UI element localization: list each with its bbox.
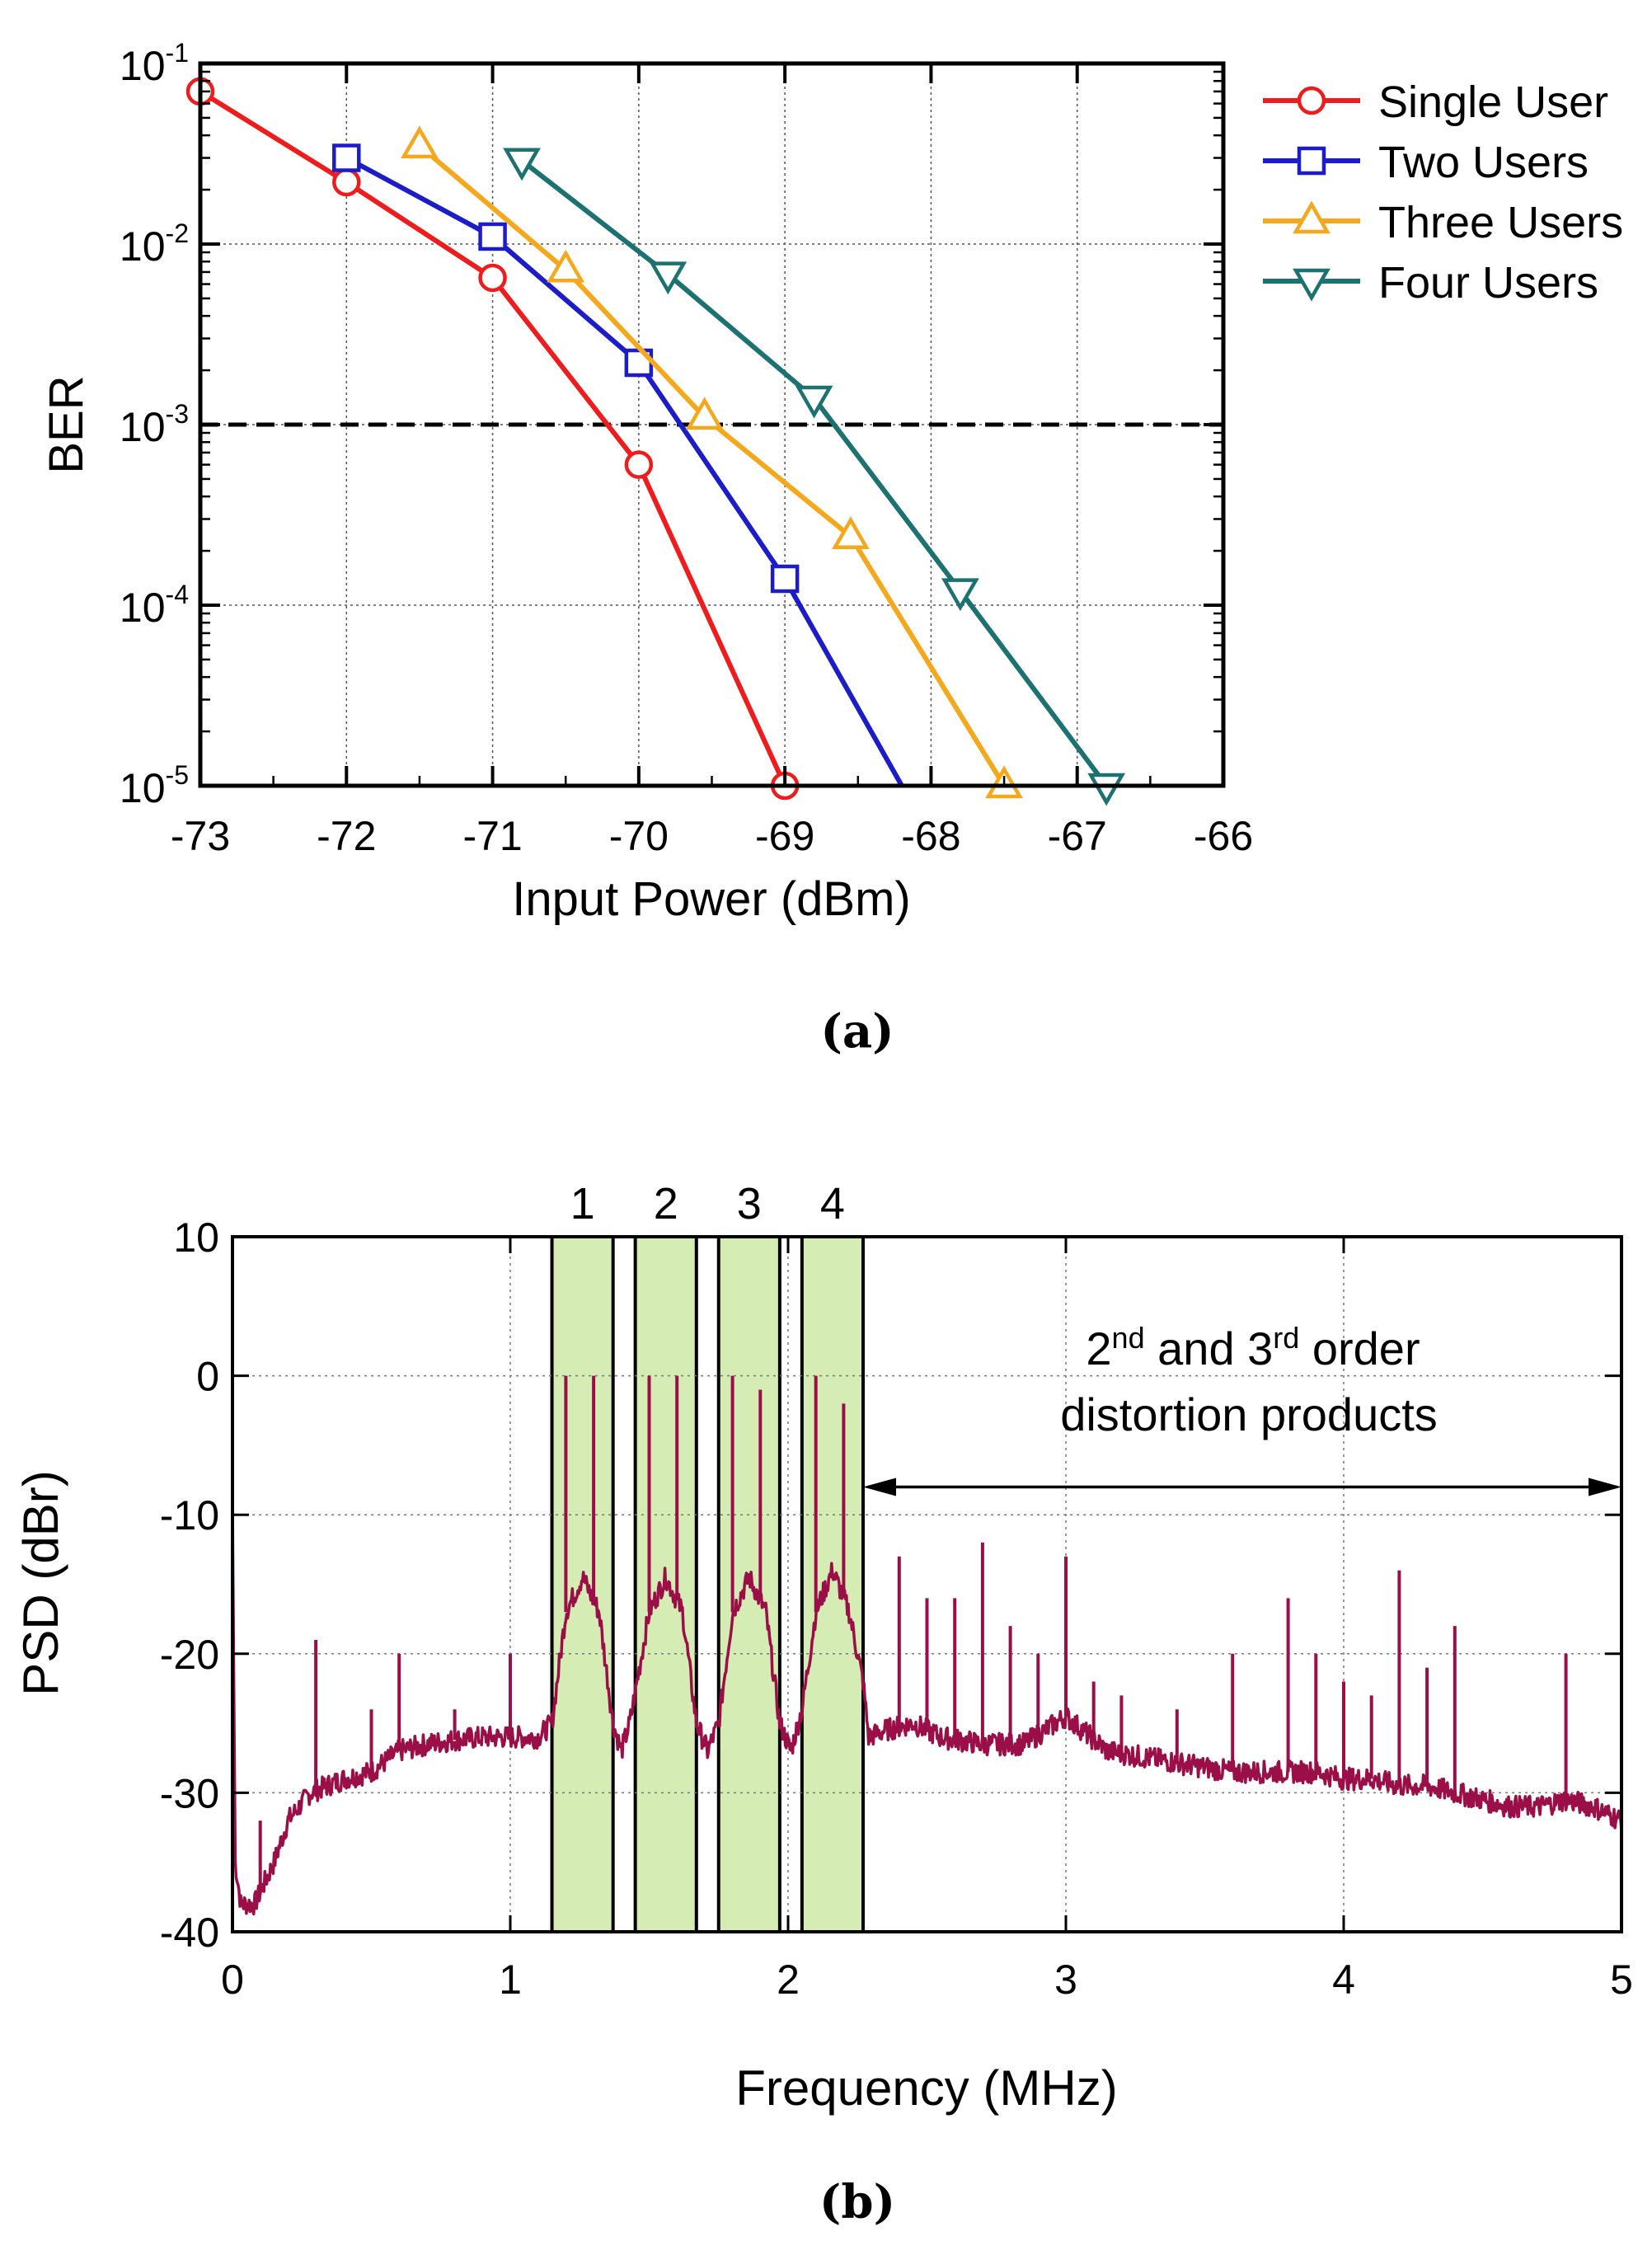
psd-x-tick-label: 2	[777, 1957, 800, 2003]
channel-band	[800, 1235, 865, 1933]
psd-trace	[231, 1501, 1623, 1916]
ber-y-tick-labels: 10-1 10-2 10-3 10-4 10-5	[120, 38, 189, 811]
ber-data-point	[401, 125, 439, 159]
psd-band-labels: 1 2 3 4	[570, 1179, 845, 1229]
psd-y-tick-label: -10	[160, 1492, 219, 1539]
ber-data-point	[795, 385, 833, 419]
legend-label: Three Users	[1378, 198, 1623, 247]
psd-x-tick-label: 0	[221, 1957, 244, 2003]
ber-legend-entry: Three Users	[1263, 198, 1623, 247]
ber-y-axis-label: BER	[40, 375, 93, 473]
ber-y-tick-label: 10-1	[120, 38, 189, 89]
channel-band-label: 1	[570, 1179, 595, 1229]
ber-data-point	[478, 263, 507, 293]
ber-data-point	[332, 167, 361, 197]
arrow-head-left	[862, 1477, 896, 1496]
ber-y-tick-label: 10-2	[120, 218, 189, 270]
ber-legend: Single User Two Users Three Users Four User…	[1263, 78, 1623, 308]
psd-x-tick-labels: 0 1 2 3 4 5	[221, 1957, 1633, 2003]
channel-band-label: 2	[654, 1179, 678, 1229]
ber-data-point	[547, 249, 585, 283]
channel-band-label: 3	[737, 1179, 762, 1229]
annotation-line-2: distortion products	[1060, 1388, 1438, 1440]
psd-x-axis-label: Frequency (MHz)	[735, 2060, 1117, 2116]
psd-x-tick-label: 1	[499, 1957, 522, 2003]
ber-series-3	[503, 148, 1126, 806]
ber-legend-entry: Two Users	[1263, 138, 1589, 187]
legend-swatch-marker	[1297, 86, 1326, 115]
psd-x-tick-label: 5	[1610, 1957, 1633, 2003]
ber-x-axis-label: Input Power (dBm)	[512, 872, 911, 926]
ber-data-point	[770, 564, 800, 594]
psd-y-tick-label: -20	[160, 1632, 219, 1678]
ber-data-point	[1087, 773, 1126, 806]
ber-series-0	[185, 77, 800, 801]
ber-data-point	[832, 516, 870, 549]
ber-series-line	[520, 158, 1109, 787]
ber-y-tick-label: 10-5	[120, 760, 189, 811]
ber-x-tick-label: -72	[317, 813, 376, 859]
ber-data-point	[478, 222, 507, 251]
ber-legend-entry: Four Users	[1263, 258, 1598, 308]
legend-swatch-marker	[1293, 268, 1331, 302]
psd-ticks	[231, 1235, 1623, 1933]
ber-data-point	[649, 261, 688, 295]
ber-series-line	[417, 143, 1007, 787]
ber-x-tick-label: -71	[462, 813, 522, 859]
ber-data-point	[332, 143, 361, 172]
ber-chart: -73 -72 -71 -70 -69 -68 -67 -66 10-110-210-310-…	[40, 38, 1623, 1059]
ber-x-tick-label: -70	[609, 813, 669, 859]
psd-y-tick-label: -40	[160, 1910, 219, 1956]
ber-x-tick-label: -73	[171, 813, 230, 859]
ber-data-point	[624, 450, 654, 479]
legend-label: Two Users	[1378, 138, 1589, 187]
psd-y-tick-label: -30	[160, 1770, 219, 1816]
ber-ticks	[199, 62, 1225, 787]
psd-y-tick-label: 0	[196, 1354, 219, 1400]
ber-data-point	[685, 397, 724, 430]
legend-label: Four Users	[1378, 258, 1598, 308]
psd-x-tick-label: 3	[1054, 1957, 1077, 2003]
ber-series	[185, 77, 1126, 806]
ber-series-1	[332, 143, 904, 787]
legend-label: Single User	[1378, 78, 1608, 127]
ber-x-tick-label: -68	[901, 813, 960, 859]
caption-b: (b)	[819, 2175, 895, 2229]
ber-data-point	[503, 148, 541, 181]
ber-x-tick-label: -67	[1048, 813, 1107, 859]
psd-y-tick-labels: 10 0 -10 -20 -30 -40	[160, 1214, 219, 1956]
distortion-range-arrow	[862, 1477, 1621, 1496]
annotation-line-1: 2nd and 3rd order	[1086, 1321, 1420, 1374]
legend-swatch-marker	[1297, 146, 1326, 176]
psd-trace-layer	[231, 1375, 1623, 1916]
ber-x-tick-label: -69	[755, 813, 814, 859]
legend-swatch-marker	[1293, 200, 1331, 234]
distortion-annotation: 2nd and 3rd order distortion products	[862, 1321, 1621, 1496]
ber-y-tick-label: 10-4	[120, 580, 189, 631]
psd-y-tick-label: 10	[173, 1214, 219, 1261]
arrow-head-right	[1589, 1477, 1621, 1496]
caption-a: (a)	[820, 1004, 894, 1059]
ber-series-line	[345, 155, 904, 787]
psd-plot-frame	[231, 1235, 1623, 1933]
psd-x-tick-label: 4	[1332, 1957, 1355, 2003]
ber-data-point	[941, 578, 979, 612]
channel-band-label: 4	[820, 1179, 845, 1229]
ber-legend-entry: Single User	[1263, 78, 1608, 127]
ber-y-tick-label: 10-3	[120, 399, 189, 450]
ber-x-tick-labels: -73 -72 -71 -70 -69 -68 -67 -66	[171, 813, 1253, 859]
psd-y-axis-label: PSD (dBr)	[13, 1470, 68, 1695]
psd-chart: 0 1 2 3 4 5 10 0 -10 -20 -30 -40 1 2 3 4 2nd and 3rd …	[13, 1179, 1633, 2229]
ber-x-tick-label: -66	[1194, 813, 1253, 859]
